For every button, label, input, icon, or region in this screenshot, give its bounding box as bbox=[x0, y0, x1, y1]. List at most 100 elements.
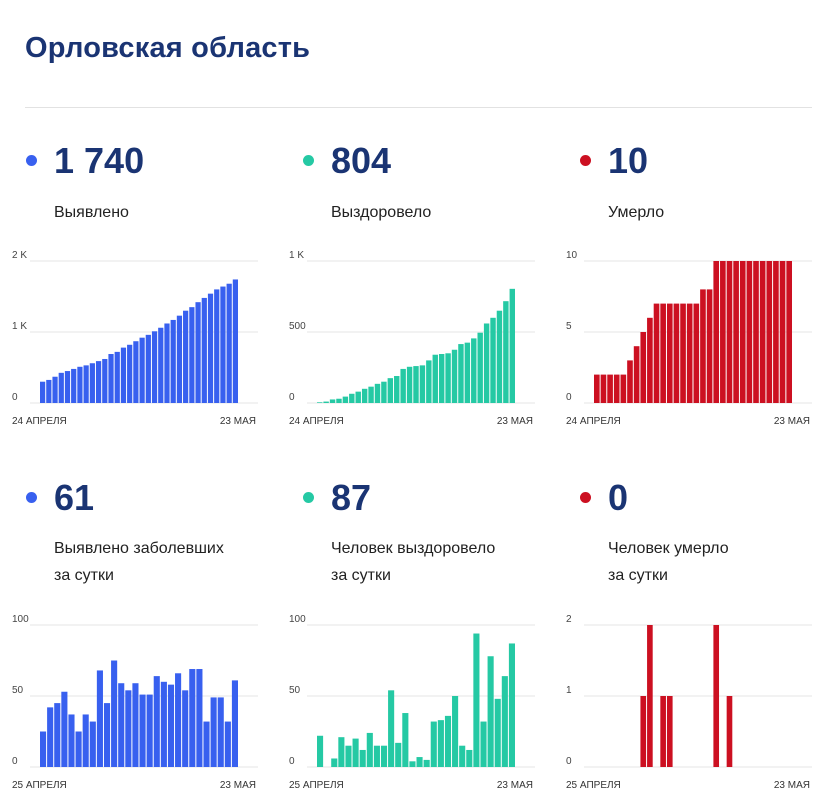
bar bbox=[46, 379, 52, 403]
bar bbox=[160, 681, 167, 767]
y-tick-label: 1 bbox=[566, 685, 572, 696]
bar bbox=[368, 386, 374, 403]
bar bbox=[395, 742, 402, 767]
bar bbox=[158, 327, 164, 403]
bar bbox=[613, 374, 620, 403]
bar bbox=[480, 721, 487, 767]
stat-label: Человек выздоровело bbox=[331, 540, 496, 557]
bar bbox=[640, 696, 647, 767]
bar bbox=[220, 286, 226, 403]
stat-label: Выявлено bbox=[54, 204, 129, 221]
stat-value: 804 bbox=[331, 140, 392, 181]
bar bbox=[503, 301, 509, 403]
stat-label: за сутки bbox=[54, 567, 114, 584]
bar bbox=[647, 625, 653, 767]
bar bbox=[501, 676, 508, 767]
x-start-label: 25 АПРЕЛЯ bbox=[289, 780, 344, 791]
stat-value: 61 bbox=[54, 477, 95, 518]
stat-value: 87 bbox=[331, 477, 372, 518]
bar bbox=[207, 293, 214, 403]
bar bbox=[195, 302, 201, 403]
bar bbox=[153, 676, 160, 767]
bar bbox=[607, 374, 613, 403]
bar bbox=[713, 625, 720, 767]
bar bbox=[82, 714, 89, 767]
bar bbox=[432, 354, 438, 403]
bar bbox=[336, 398, 342, 403]
bar bbox=[594, 374, 600, 403]
bar bbox=[164, 323, 170, 403]
bar bbox=[766, 261, 773, 403]
y-tick-label: 0 bbox=[566, 392, 572, 403]
bar bbox=[647, 317, 653, 403]
bar bbox=[317, 402, 323, 403]
bar bbox=[686, 303, 693, 403]
x-end-label: 23 МАЯ bbox=[220, 416, 256, 427]
bar bbox=[201, 297, 207, 403]
bar bbox=[416, 757, 423, 767]
x-end-label: 23 МАЯ bbox=[497, 416, 533, 427]
bar bbox=[477, 332, 483, 403]
bar bbox=[508, 643, 515, 767]
stat-label: за сутки bbox=[331, 567, 391, 584]
y-tick-label: 50 bbox=[12, 685, 24, 696]
bar bbox=[466, 749, 473, 767]
stat-value: 1 740 bbox=[54, 140, 145, 181]
y-tick-label: 0 bbox=[289, 756, 295, 767]
y-tick-label: 0 bbox=[12, 392, 18, 403]
x-start-label: 24 АПРЕЛЯ bbox=[289, 416, 344, 427]
chart-total-detected: 0 1 K 2 K 24 АПРЕЛЯ 23 МАЯ bbox=[12, 250, 258, 427]
bar bbox=[108, 354, 114, 403]
bar bbox=[89, 721, 96, 767]
bar bbox=[214, 289, 220, 403]
y-tick-label: 500 bbox=[289, 321, 306, 332]
bar bbox=[210, 697, 217, 767]
y-tick-label: 1 K bbox=[289, 250, 304, 261]
legend-dot bbox=[580, 492, 591, 503]
bar bbox=[452, 696, 459, 767]
bar bbox=[345, 745, 352, 767]
bar bbox=[145, 334, 151, 403]
bar bbox=[660, 696, 666, 767]
stat-label: Выздоровело bbox=[331, 204, 432, 221]
bar bbox=[387, 378, 394, 403]
bar bbox=[413, 366, 419, 403]
bar bbox=[118, 683, 125, 767]
bar bbox=[96, 670, 103, 767]
x-start-label: 25 АПРЕЛЯ bbox=[12, 780, 67, 791]
x-end-label: 23 МАЯ bbox=[497, 780, 533, 791]
bar bbox=[103, 703, 111, 767]
bar bbox=[633, 346, 640, 403]
bar bbox=[54, 703, 61, 767]
stat-label: Выявлено заболевших bbox=[54, 540, 224, 557]
y-tick-label: 100 bbox=[289, 614, 306, 625]
bar bbox=[773, 261, 779, 403]
bar bbox=[232, 279, 238, 403]
bar bbox=[83, 365, 89, 403]
bar bbox=[133, 341, 139, 403]
bar bbox=[95, 361, 102, 403]
bar bbox=[423, 759, 430, 767]
bar bbox=[127, 344, 133, 403]
bar bbox=[746, 261, 753, 403]
bar bbox=[426, 360, 432, 403]
y-tick-label: 0 bbox=[566, 756, 572, 767]
bar bbox=[419, 365, 426, 403]
y-tick-label: 0 bbox=[12, 756, 18, 767]
bar bbox=[71, 368, 77, 403]
bar bbox=[394, 376, 400, 403]
bar bbox=[170, 319, 176, 403]
bar bbox=[167, 684, 175, 767]
bar bbox=[331, 758, 338, 767]
bar bbox=[666, 696, 673, 767]
bar bbox=[786, 261, 792, 403]
bar bbox=[673, 303, 680, 403]
bar bbox=[739, 261, 746, 403]
legend-dot bbox=[26, 492, 37, 503]
bar bbox=[40, 381, 46, 403]
x-end-label: 23 МАЯ bbox=[774, 416, 810, 427]
bar bbox=[52, 376, 58, 403]
bar bbox=[139, 694, 146, 767]
bar bbox=[176, 315, 183, 403]
bar bbox=[355, 391, 361, 403]
